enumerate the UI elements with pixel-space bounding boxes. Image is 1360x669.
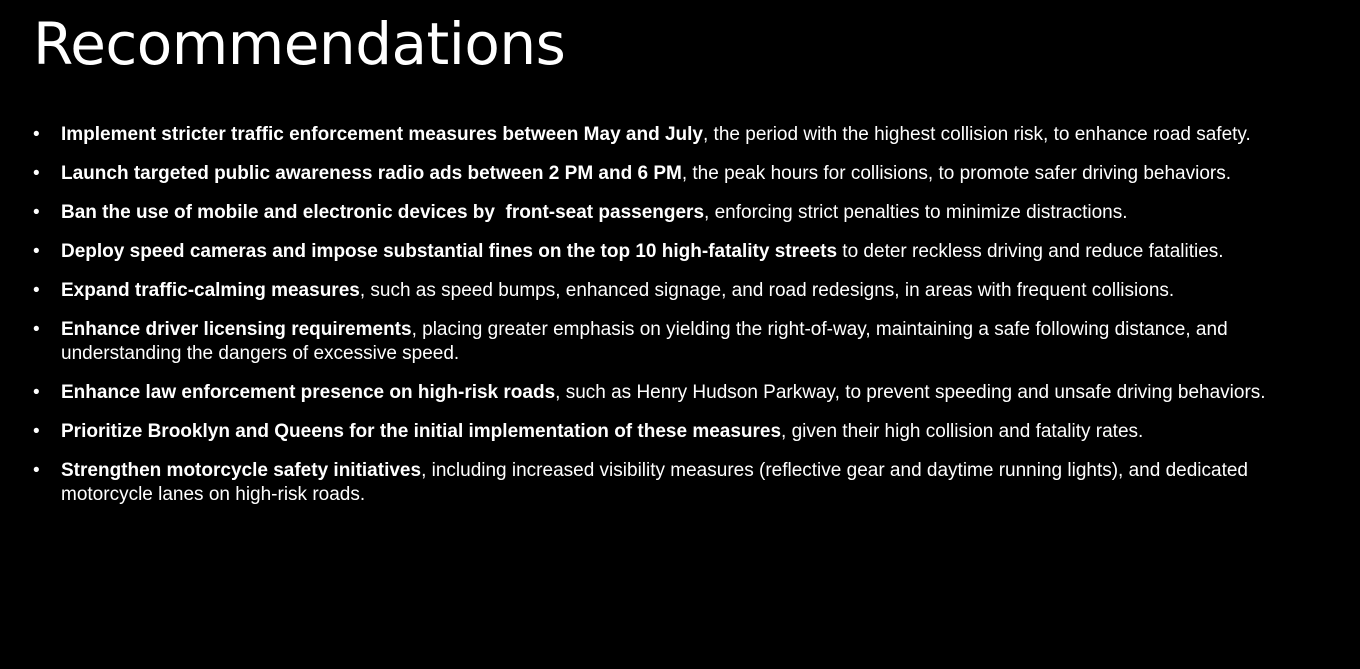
list-item-text: , placing greater emphasis on yielding t… xyxy=(61,319,1228,364)
list-item-bold-text: Launch targeted public awareness radio a… xyxy=(61,163,682,184)
list-item-bold-text: Expand traffic-calming measures xyxy=(61,280,360,301)
list-item: • Prioritize Brooklyn and Queens for the … xyxy=(33,420,1333,444)
list-item-text: , such as speed bumps, enhanced signage,… xyxy=(359,280,1175,301)
list-item: • Launch targeted public awareness radio … xyxy=(33,162,1333,186)
list-item-text: , such as Henry Hudson Parkway, to preve… xyxy=(555,382,1266,403)
list-item: • Implement stricter traffic enforcement … xyxy=(33,123,1333,147)
bullet-icon: • xyxy=(33,241,40,262)
bullet-icon: • xyxy=(33,280,40,301)
bullet-icon: • xyxy=(33,163,40,184)
bullet-icon: • xyxy=(33,202,40,223)
list-item-bold-text: Enhance law enforcement presence on high… xyxy=(61,382,556,403)
list-item: • Ban the use of mobile and electronic de… xyxy=(33,201,1333,225)
list-item-text: to deter reckless driving and reduce fat… xyxy=(837,241,1224,262)
list-item: • Strengthen motorcycle safety initiative… xyxy=(33,459,1333,507)
list-item: • Expand traffic-calming measures, such a… xyxy=(33,279,1333,303)
list-item-bold-text: Enhance driver licensing requirements xyxy=(61,319,412,340)
bullet-icon: • xyxy=(33,460,40,481)
list-item-text: , enforcing strict penalties to minimize… xyxy=(704,202,1128,223)
list-item-bold-text: Ban the use of mobile and electronic dev… xyxy=(61,202,705,223)
list-item: • Enhance law enforcement presence on hig… xyxy=(33,381,1333,405)
list-item-text: , the peak hours for collisions, to prom… xyxy=(681,163,1232,184)
bullet-icon: • xyxy=(33,421,40,442)
list-item-bold-text: Deploy speed cameras and impose substant… xyxy=(61,241,838,262)
list-item: • Enhance driver licensing requirements, … xyxy=(33,318,1333,366)
bullet-icon: • xyxy=(33,319,40,340)
list-item-text: , the period with the highest collision … xyxy=(703,124,1251,145)
bullet-icon: • xyxy=(33,124,40,145)
slide-title: Recommendations xyxy=(33,10,566,78)
list-item-bold-text: Strengthen motorcycle safety initiatives xyxy=(61,460,422,481)
bullet-icon: • xyxy=(33,382,40,403)
list-item-bold-text: Prioritize Brooklyn and Queens for the i… xyxy=(61,421,782,442)
recommendations-list: • Implement stricter traffic enforcement … xyxy=(33,123,1333,522)
list-item-text: , given their high collision and fatalit… xyxy=(781,421,1144,442)
list-item-text: , including increased visibility measure… xyxy=(61,460,1248,505)
list-item-bold-text: Implement stricter traffic enforcement m… xyxy=(61,124,703,145)
list-item: • Deploy speed cameras and impose substan… xyxy=(33,240,1333,264)
